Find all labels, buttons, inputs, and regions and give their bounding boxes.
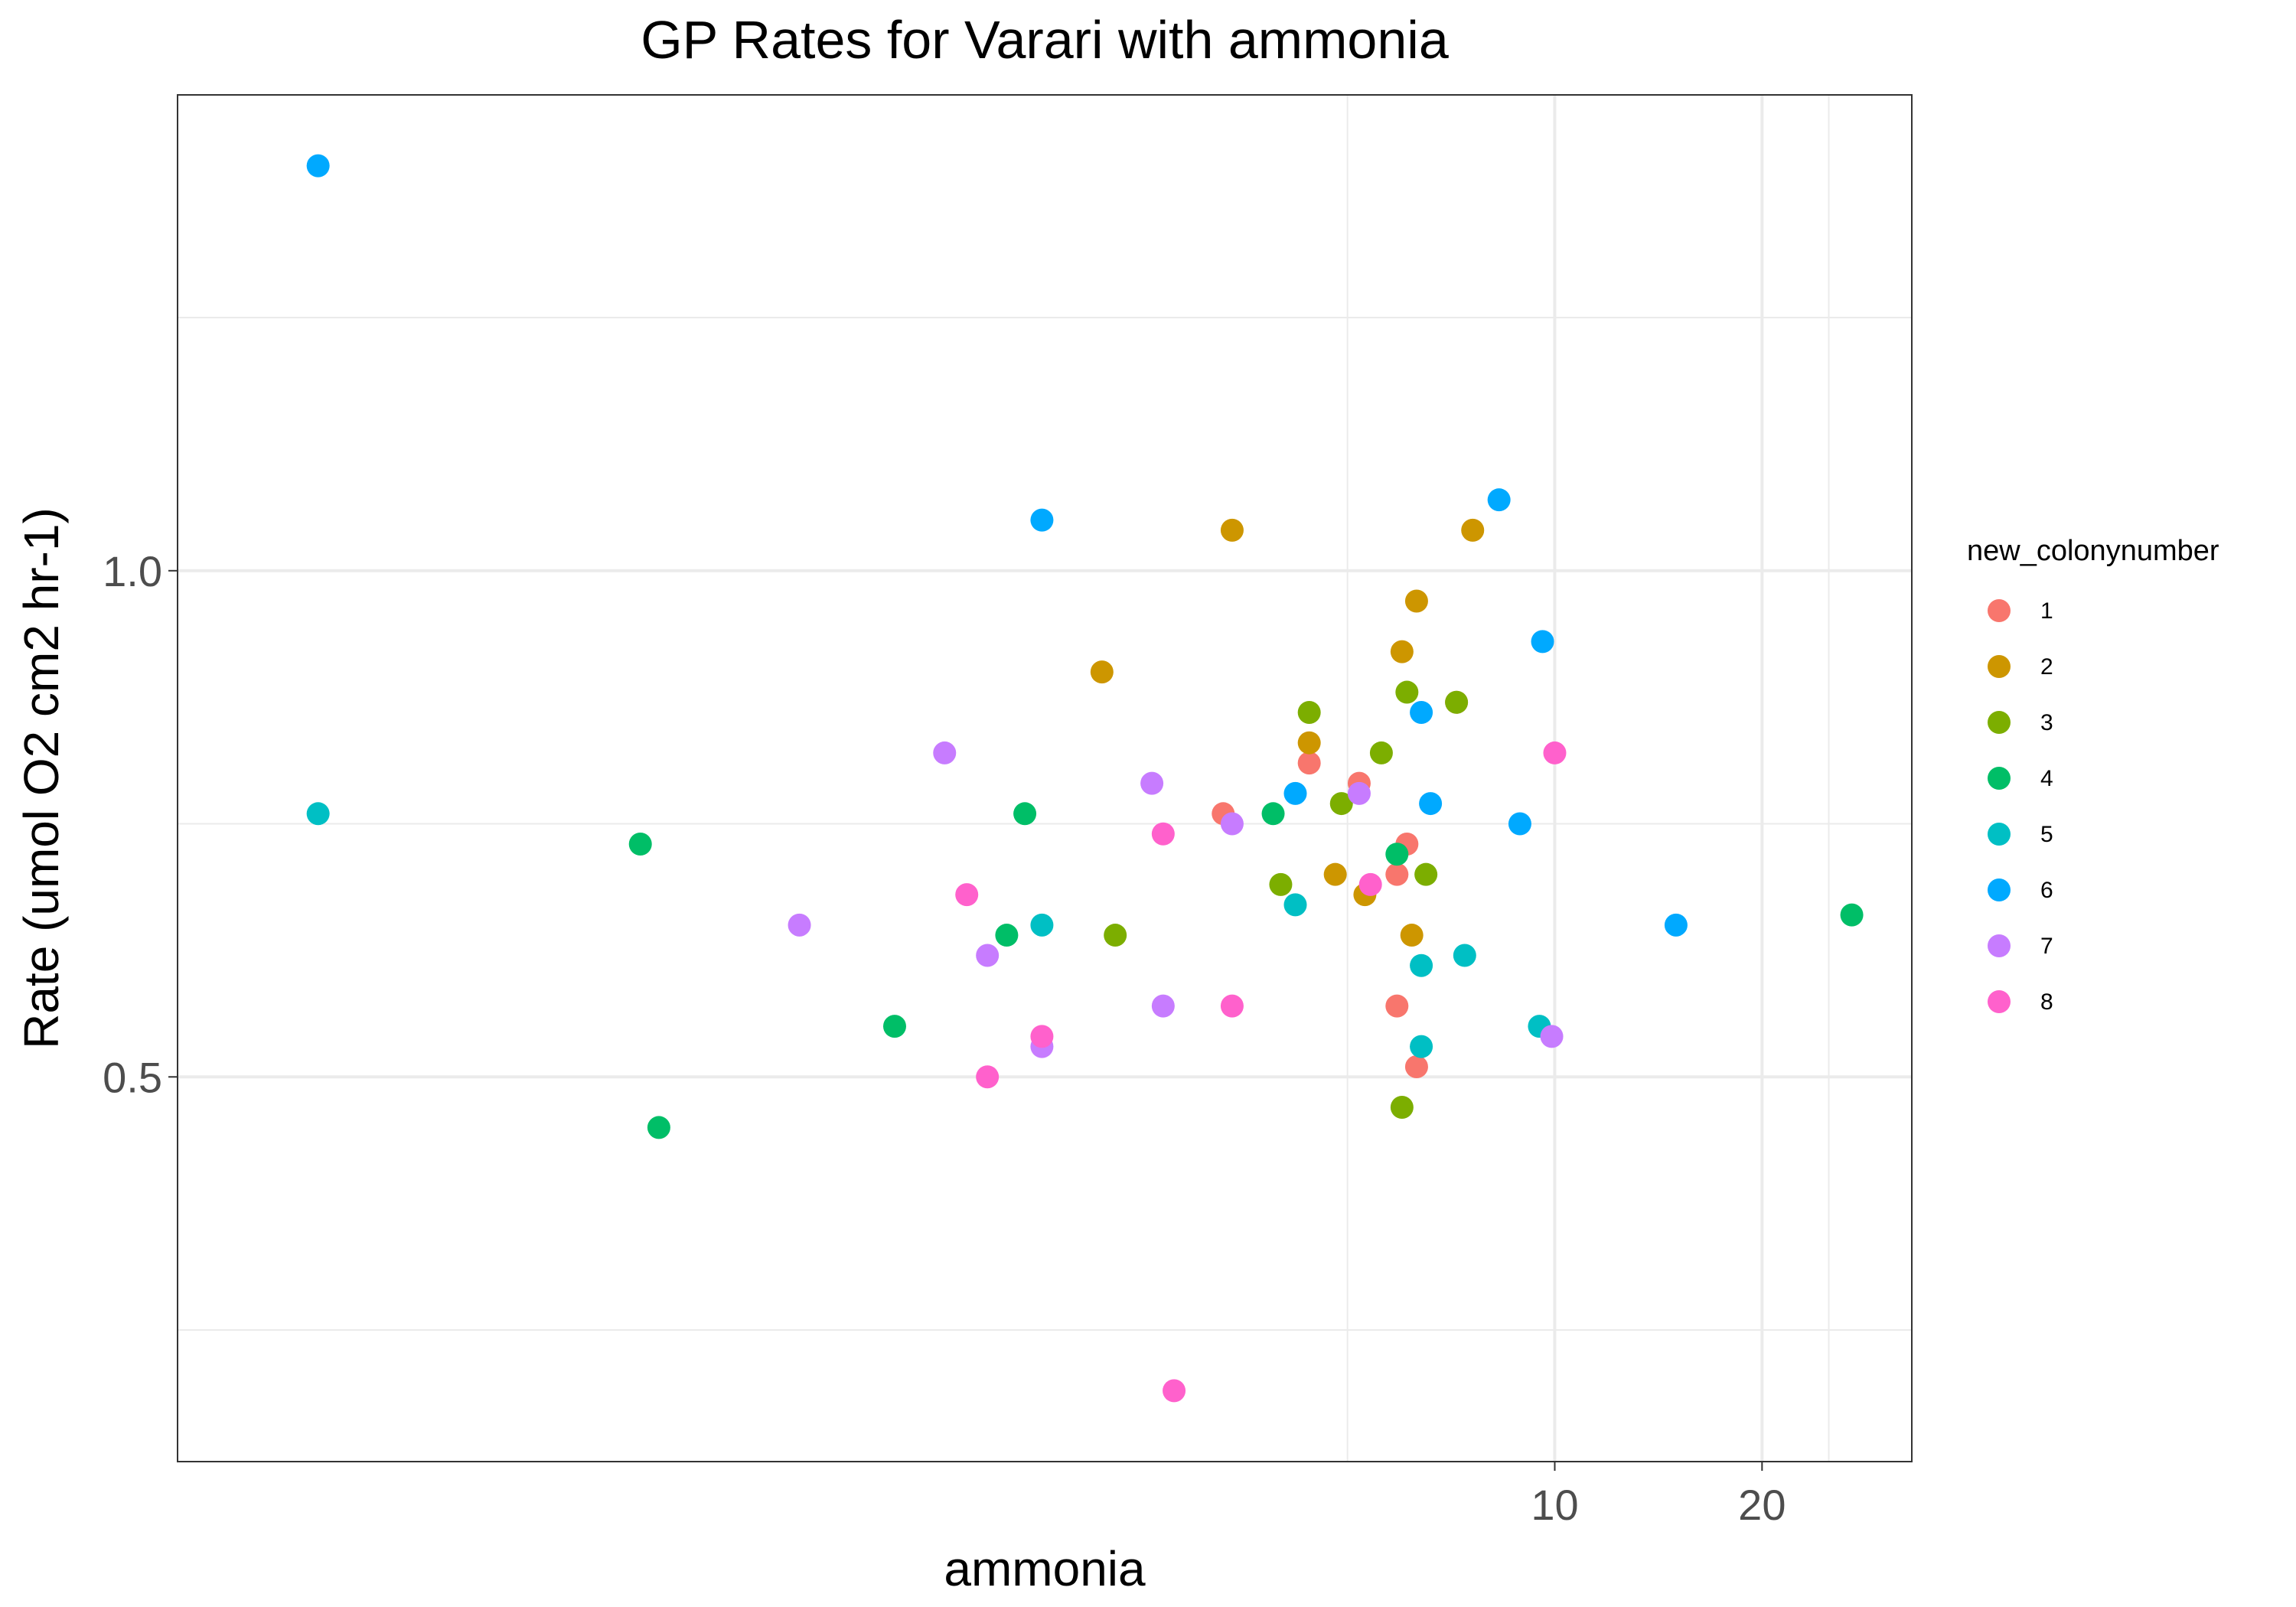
legend-key-2 xyxy=(1988,655,2011,678)
point-series-2-2 xyxy=(1297,731,1321,755)
y-axis-ticks: 0.5 1.0 xyxy=(103,547,178,1101)
data-points xyxy=(306,154,1864,1403)
point-series-1-1 xyxy=(1297,751,1321,775)
x-axis-ticks: 10 20 xyxy=(1531,1462,1786,1529)
point-series-4-0 xyxy=(628,832,652,856)
legend-key-7 xyxy=(1988,934,2011,957)
point-series-3-7 xyxy=(1414,862,1438,886)
point-series-2-0 xyxy=(1090,660,1114,684)
point-series-7-5 xyxy=(1151,994,1175,1018)
point-series-5-1 xyxy=(1030,913,1054,937)
point-series-5-2 xyxy=(1283,893,1307,917)
point-series-7-8 xyxy=(1540,1025,1564,1048)
point-series-5-5 xyxy=(1453,944,1476,967)
point-series-6-4 xyxy=(1419,792,1443,816)
y-axis-label: Rate (umol O2 cm2 hr-1) xyxy=(14,507,69,1049)
point-series-4-4 xyxy=(1013,802,1037,826)
point-series-3-1 xyxy=(1269,872,1293,896)
legend-label-8: 8 xyxy=(2040,989,2053,1015)
point-series-5-0 xyxy=(306,802,330,826)
point-series-1-4 xyxy=(1385,994,1409,1018)
point-series-4-3 xyxy=(995,924,1019,947)
plot-panel-border xyxy=(177,94,1913,1462)
point-series-7-1 xyxy=(933,741,957,764)
grid-lines xyxy=(178,95,1912,1462)
point-series-7-0 xyxy=(788,913,811,937)
point-series-8-5 xyxy=(1220,994,1244,1018)
point-series-2-6 xyxy=(1404,589,1428,613)
point-series-6-7 xyxy=(1531,630,1554,654)
point-series-8-3 xyxy=(1151,822,1175,846)
point-series-3-5 xyxy=(1395,680,1419,704)
point-series-2-5 xyxy=(1390,640,1414,663)
y-tick-label-0: 0.5 xyxy=(103,1053,162,1101)
point-series-3-0 xyxy=(1104,924,1127,947)
point-series-1-3 xyxy=(1385,862,1409,886)
point-series-8-1 xyxy=(976,1065,1000,1089)
legend-label-7: 7 xyxy=(2040,934,2053,959)
legend-key-3 xyxy=(1988,711,2011,734)
point-series-3-6 xyxy=(1445,690,1469,714)
y-tick-label-1: 1.0 xyxy=(103,547,162,595)
x-tick-label-1: 20 xyxy=(1738,1481,1786,1529)
legend-key-4 xyxy=(1988,767,2011,790)
legend-label-2: 2 xyxy=(2040,654,2053,680)
point-series-3-4 xyxy=(1369,741,1393,764)
legend-key-6 xyxy=(1988,878,2011,901)
point-series-6-1 xyxy=(1030,508,1054,532)
point-series-3-2 xyxy=(1297,701,1321,725)
point-series-2-8 xyxy=(1461,518,1485,542)
legend: new_colonynumber 1 2 3 4 5 6 7 8 xyxy=(1967,535,2219,1015)
legend-key-8 xyxy=(1988,990,2011,1013)
point-series-8-0 xyxy=(955,883,979,907)
point-series-4-6 xyxy=(1385,843,1409,866)
chart-title: GP Rates for Varari with ammonia xyxy=(641,10,1449,70)
x-tick-label-0: 10 xyxy=(1531,1481,1578,1529)
point-series-6-5 xyxy=(1487,488,1511,512)
point-series-4-1 xyxy=(647,1116,670,1139)
legend-label-3: 3 xyxy=(2040,710,2053,735)
point-series-8-4 xyxy=(1163,1379,1186,1403)
point-series-8-2 xyxy=(1030,1025,1054,1048)
legend-label-5: 5 xyxy=(2040,822,2053,847)
point-series-2-3 xyxy=(1323,862,1347,886)
point-series-5-4 xyxy=(1410,1035,1433,1058)
point-series-6-0 xyxy=(306,154,330,178)
legend-label-1: 1 xyxy=(2040,598,2053,624)
point-series-5-3 xyxy=(1410,953,1433,977)
legend-label-6: 6 xyxy=(2040,878,2053,903)
point-series-7-7 xyxy=(1347,781,1371,805)
legend-title: new_colonynumber xyxy=(1967,535,2219,567)
point-series-8-7 xyxy=(1543,741,1567,764)
point-series-4-5 xyxy=(1261,802,1285,826)
point-series-7-2 xyxy=(976,944,1000,967)
x-axis-label: ammonia xyxy=(944,1541,1146,1596)
point-series-8-6 xyxy=(1358,872,1382,896)
point-series-7-4 xyxy=(1140,771,1164,795)
legend-items: 1 2 3 4 5 6 7 8 xyxy=(1988,598,2053,1015)
legend-key-1 xyxy=(1988,599,2011,622)
point-series-6-6 xyxy=(1508,812,1531,836)
point-series-3-3 xyxy=(1329,792,1353,816)
point-series-2-7 xyxy=(1400,924,1424,947)
legend-key-5 xyxy=(1988,823,2011,846)
point-series-6-2 xyxy=(1283,781,1307,805)
point-series-6-3 xyxy=(1410,701,1433,725)
point-series-4-2 xyxy=(882,1015,906,1038)
point-series-7-6 xyxy=(1220,812,1244,836)
point-series-3-8 xyxy=(1390,1095,1414,1119)
point-series-6-8 xyxy=(1664,913,1688,937)
legend-label-4: 4 xyxy=(2040,766,2053,791)
point-series-4-7 xyxy=(1840,903,1864,927)
point-series-2-1 xyxy=(1220,518,1244,542)
point-series-1-5 xyxy=(1404,1055,1428,1079)
